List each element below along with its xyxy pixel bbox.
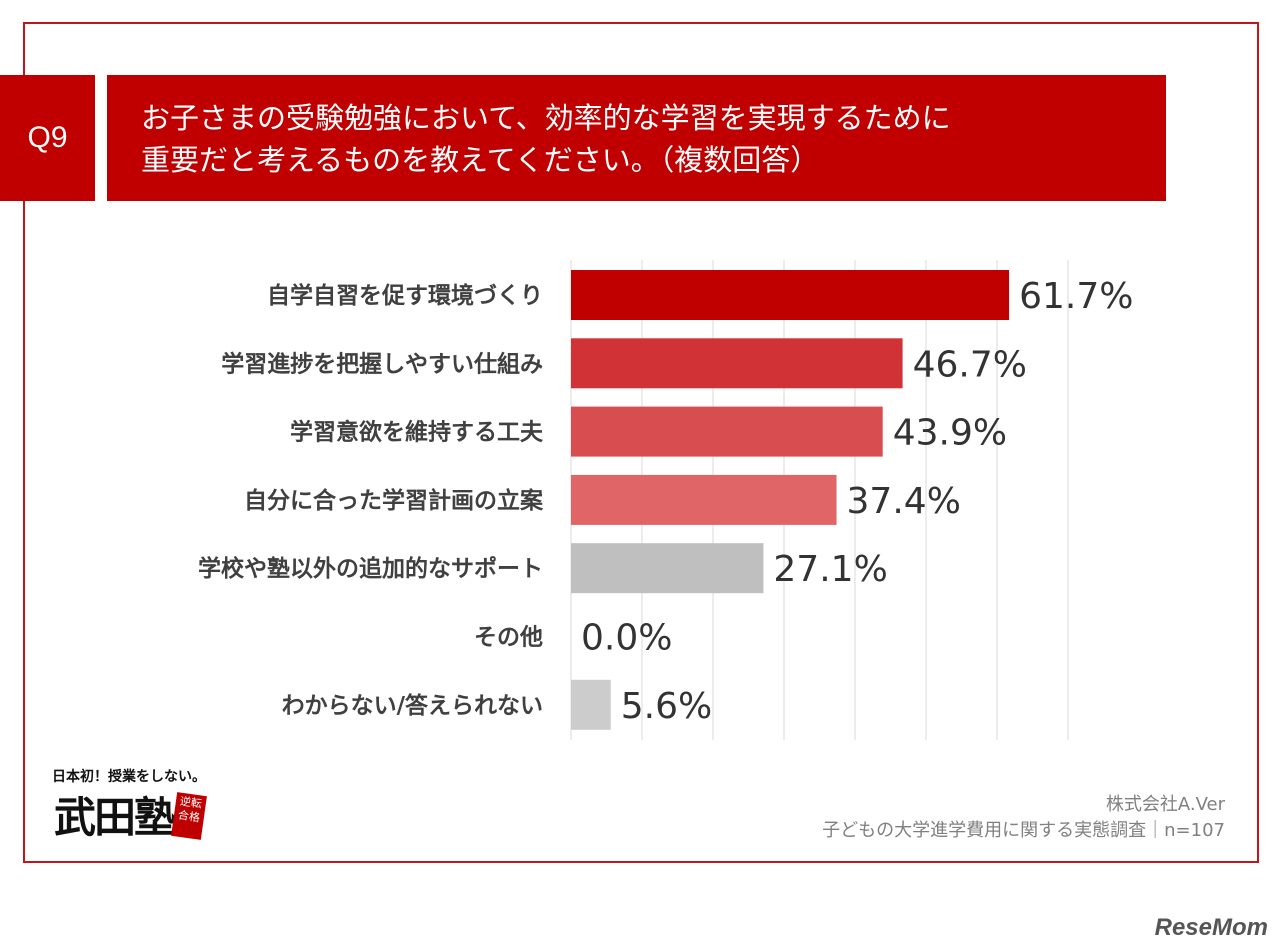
value-label: 43.9% — [893, 413, 1007, 454]
bar — [571, 338, 903, 389]
category-label: その他 — [474, 625, 543, 651]
value-label: 5.6% — [621, 686, 712, 727]
bar — [571, 270, 1010, 320]
category-label: 自分に合った学習計画の立案 — [244, 487, 544, 514]
value-label: 37.4% — [847, 481, 961, 522]
question-title: お子さまの受験勉強において、効率的な学習を実現するために 重要だと考えるものを教… — [107, 75, 1166, 201]
bar — [571, 543, 764, 594]
category-label: 学校や塾以外の追加的なサポート — [198, 555, 543, 582]
category-label: 学習進捗を把握しやすい仕組み — [221, 350, 543, 377]
logo-name: 武田塾 — [54, 793, 176, 842]
value-label: 61.7% — [1019, 276, 1133, 317]
source-company: 株式会社A.Ver — [1105, 794, 1225, 815]
bar — [571, 474, 837, 525]
question-title-line-1: お子さまの受験勉強において、効率的な学習を実現するために — [141, 101, 951, 135]
value-label: 0.0% — [581, 618, 672, 659]
logo-stamp: 逆転合格 — [171, 792, 207, 840]
source-survey: 子どもの大学進学費用に関する実態調査｜n=107 — [822, 820, 1225, 841]
bar — [571, 406, 883, 457]
category-label: わからない/答えられない — [282, 692, 543, 719]
category-label: 自学自習を促す環境づくり — [267, 282, 543, 309]
takeda-juku-logo: 日本初！授業をしない。 武田塾 逆転合格 — [52, 766, 222, 842]
value-label: 27.1% — [773, 549, 887, 590]
resemom-watermark: ReseMom — [1154, 914, 1268, 941]
value-label: 46.7% — [913, 344, 1027, 385]
category-label: 学習意欲を維持する工夫 — [290, 419, 544, 446]
chart-frame — [23, 22, 1259, 863]
question-title-line-2: 重要だと考えるものを教えてください。（複数回答） — [141, 143, 820, 177]
source-note: 株式会社A.Ver 子どもの大学進学費用に関する実態調査｜n=107 — [822, 792, 1225, 844]
question-number: Q9 — [0, 75, 95, 201]
bar — [571, 679, 611, 730]
logo-tagline: 日本初！授業をしない。 — [52, 769, 206, 785]
